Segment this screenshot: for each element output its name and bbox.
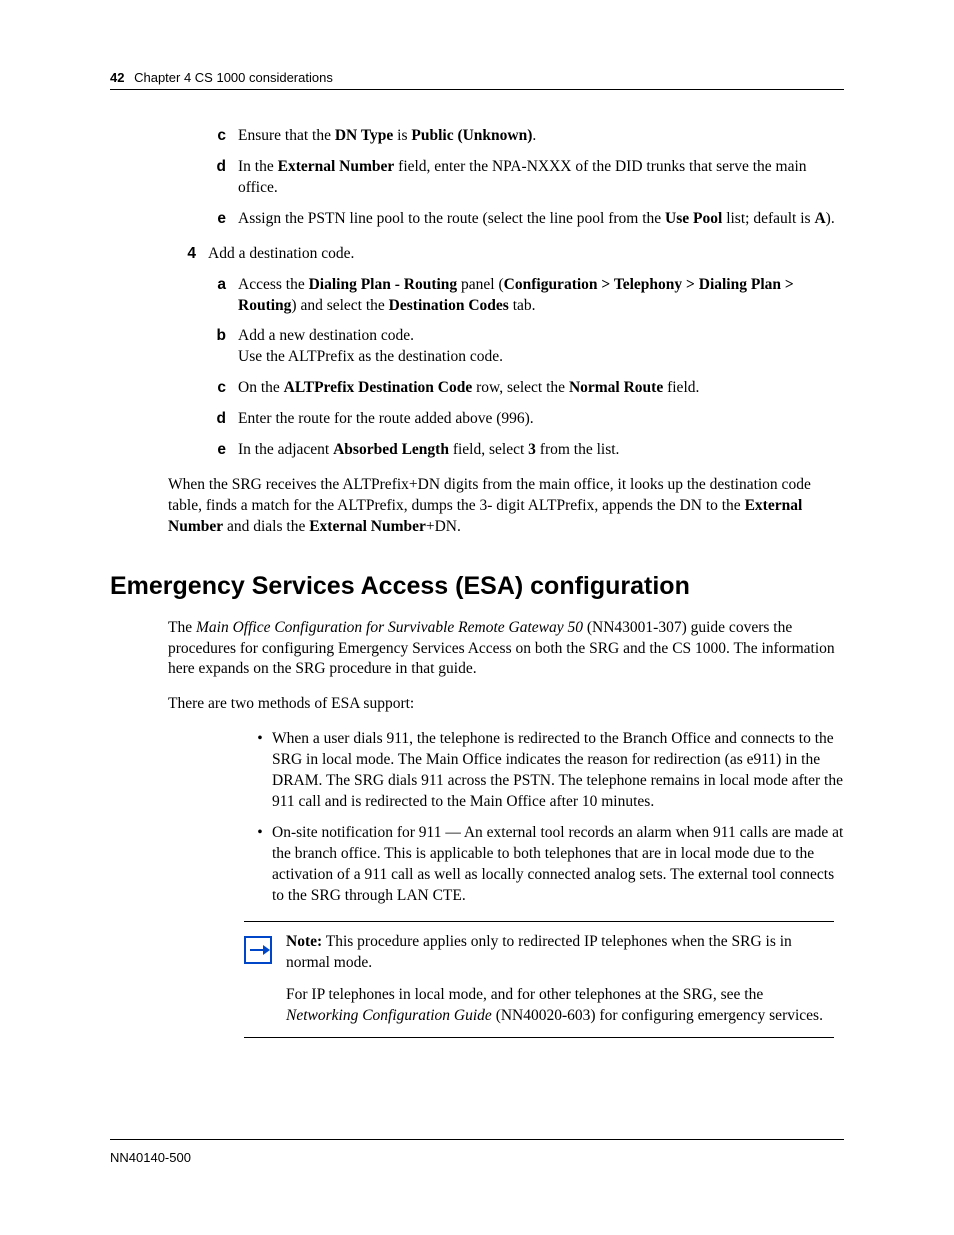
esa-paragraph-2: There are two methods of ESA support: — [168, 694, 844, 715]
list-text: Assign the PSTN line pool to the route (… — [238, 209, 844, 230]
list-marker: a — [198, 275, 238, 317]
step-4: 4 Add a destination code. — [168, 244, 844, 265]
list-marker: d — [198, 409, 238, 430]
list-item: e In the adjacent Absorbed Length field,… — [198, 440, 844, 461]
note-paragraph: Note: This procedure applies only to red… — [286, 932, 834, 974]
bullet-text: When a user dials 911, the telephone is … — [272, 729, 844, 813]
list-text: Access the Dialing Plan - Routing panel … — [238, 275, 844, 317]
list-item: d In the External Number field, enter th… — [198, 157, 844, 199]
esa-bullets: • When a user dials 911, the telephone i… — [248, 729, 844, 906]
bullet-text: On-site notification for 911 — An extern… — [272, 823, 844, 907]
page-footer: NN40140-500 — [110, 1139, 844, 1165]
list-marker: d — [198, 157, 238, 199]
chapter-title: Chapter 4 CS 1000 considerations — [134, 70, 333, 85]
esa-body: The Main Office Configuration for Surviv… — [168, 618, 844, 907]
list-text: On the ALTPrefix Destination Code row, s… — [238, 378, 844, 399]
list-item: d Enter the route for the route added ab… — [198, 409, 844, 430]
arrow-icon — [244, 936, 272, 964]
step3-sub-list: c Ensure that the DN Type is Public (Unk… — [168, 126, 844, 230]
page: 42 Chapter 4 CS 1000 considerations c En… — [0, 0, 954, 1235]
list-marker: b — [198, 326, 238, 368]
bullet-item: • When a user dials 911, the telephone i… — [248, 729, 844, 813]
step4-sub-list: a Access the Dialing Plan - Routing pane… — [168, 275, 844, 461]
list-text: Ensure that the DN Type is Public (Unkno… — [238, 126, 844, 147]
list-marker: c — [198, 378, 238, 399]
list-text: In the External Number field, enter the … — [238, 157, 844, 199]
list-item: c On the ALTPrefix Destination Code row,… — [198, 378, 844, 399]
list-item: b Add a new destination code. Use the AL… — [198, 326, 844, 368]
list-text: Enter the route for the route added abov… — [238, 409, 844, 430]
list-marker: e — [198, 440, 238, 461]
list-text: Add a new destination code. Use the ALTP… — [238, 326, 844, 368]
bullet-marker: • — [248, 729, 272, 813]
list-marker: 4 — [168, 244, 208, 265]
list-text: Add a destination code. — [208, 244, 844, 265]
list-item: c Ensure that the DN Type is Public (Unk… — [198, 126, 844, 147]
list-marker: e — [198, 209, 238, 230]
list-marker: c — [198, 126, 238, 147]
note-block: Note: This procedure applies only to red… — [244, 921, 834, 1039]
note-paragraph: For IP telephones in local mode, and for… — [286, 985, 834, 1027]
page-body: c Ensure that the DN Type is Public (Unk… — [110, 126, 844, 1038]
list-item: e Assign the PSTN line pool to the route… — [198, 209, 844, 230]
section-heading: Emergency Services Access (ESA) configur… — [110, 570, 844, 604]
bullet-item: • On-site notification for 911 — An exte… — [248, 823, 844, 907]
note-text: Note: This procedure applies only to red… — [286, 932, 834, 1028]
esa-paragraph-1: The Main Office Configuration for Surviv… — [168, 618, 844, 681]
page-header: 42 Chapter 4 CS 1000 considerations — [110, 70, 844, 90]
bullet-marker: • — [248, 823, 272, 907]
list-item: a Access the Dialing Plan - Routing pane… — [198, 275, 844, 317]
list-text: In the adjacent Absorbed Length field, s… — [238, 440, 844, 461]
page-number: 42 — [110, 70, 124, 85]
closing-paragraph: When the SRG receives the ALTPrefix+DN d… — [168, 475, 844, 538]
